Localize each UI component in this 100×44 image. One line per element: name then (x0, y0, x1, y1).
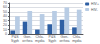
svg-text:mydia: mydia (72, 39, 81, 43)
svg-text:50: 50 (3, 10, 7, 14)
svg-text:Gon-: Gon- (23, 35, 32, 40)
svg-text:mydia: mydia (35, 39, 44, 43)
svg-text:P&S: P&S (11, 35, 19, 40)
svg-text:orrhea: orrhea (22, 39, 32, 43)
svg-text:Chla-: Chla- (72, 35, 81, 40)
svg-text:40: 40 (3, 14, 7, 18)
svg-text:20: 20 (3, 23, 7, 27)
svg-text:P&S: P&S (48, 35, 56, 40)
svg-text:60: 60 (3, 5, 7, 9)
svg-text:Syph: Syph (48, 39, 56, 43)
svg-text:HIV+: HIV+ (91, 2, 99, 6)
svg-text:orrhea: orrhea (59, 39, 69, 43)
svg-text:Syph: Syph (11, 39, 19, 43)
svg-text:Chla-: Chla- (35, 35, 44, 40)
svg-text:10: 10 (3, 28, 7, 32)
svg-text:Gon-: Gon- (60, 35, 69, 40)
svg-text:0: 0 (5, 32, 7, 36)
svg-text:30: 30 (3, 19, 7, 23)
svg-text:HIV-: HIV- (91, 8, 99, 12)
svg-text:70: 70 (3, 1, 7, 5)
